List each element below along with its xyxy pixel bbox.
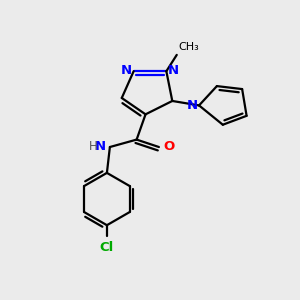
Text: N: N — [121, 64, 132, 77]
Text: O: O — [164, 140, 175, 153]
Text: N: N — [186, 99, 198, 112]
Text: N: N — [168, 64, 179, 77]
Text: Cl: Cl — [100, 241, 114, 254]
Text: N: N — [95, 140, 106, 153]
Text: CH₃: CH₃ — [178, 42, 199, 52]
Text: H: H — [88, 140, 98, 153]
